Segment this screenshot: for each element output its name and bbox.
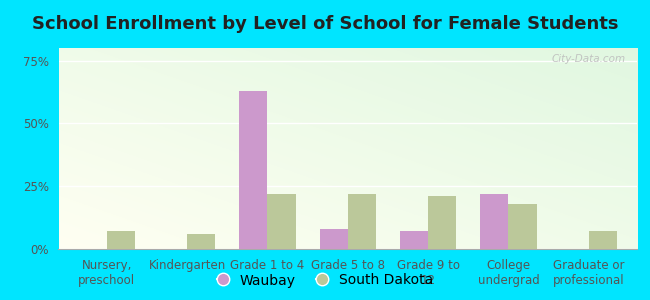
Text: City-Data.com: City-Data.com bbox=[551, 54, 625, 64]
Bar bbox=[320, 229, 348, 249]
Bar bbox=[589, 231, 617, 249]
Bar bbox=[187, 234, 215, 249]
Legend: Waubay, South Dakota: Waubay, South Dakota bbox=[212, 268, 438, 293]
Bar bbox=[400, 231, 428, 249]
Bar bbox=[348, 194, 376, 249]
Bar bbox=[480, 194, 508, 249]
Bar bbox=[428, 196, 456, 249]
Bar bbox=[508, 204, 536, 249]
Text: School Enrollment by Level of School for Female Students: School Enrollment by Level of School for… bbox=[32, 15, 618, 33]
Bar bbox=[267, 194, 296, 249]
Bar bbox=[107, 231, 135, 249]
Bar bbox=[239, 91, 267, 249]
